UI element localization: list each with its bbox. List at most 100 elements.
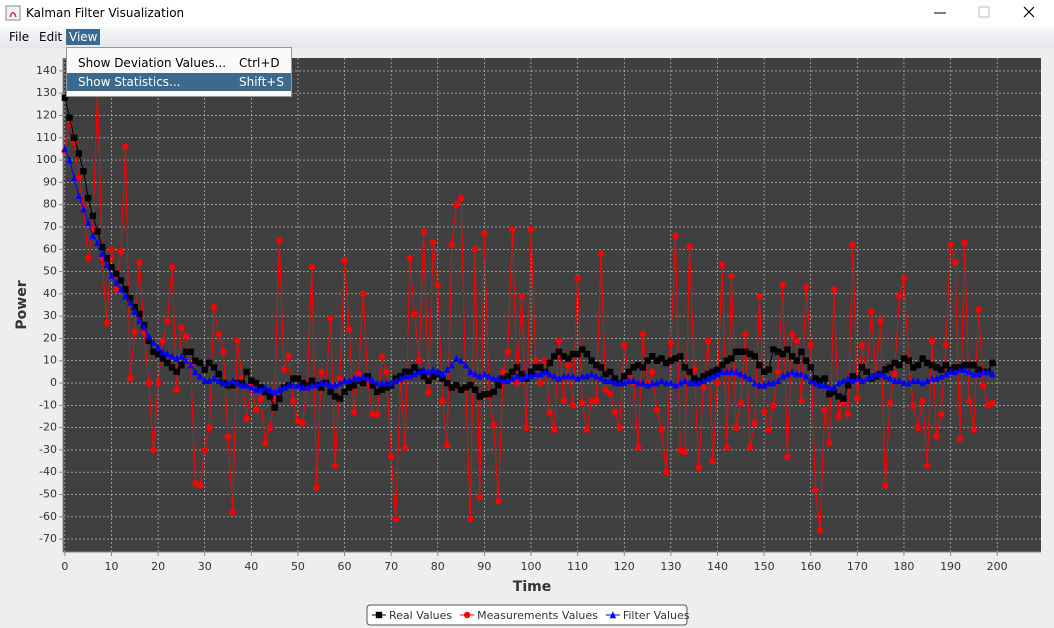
square-marker <box>182 348 190 356</box>
square-marker <box>122 286 129 293</box>
y-tick-label: -20 <box>39 421 57 434</box>
x-tick-label: 110 <box>567 560 588 573</box>
circle-marker <box>942 341 950 349</box>
plot-area <box>63 58 1041 552</box>
y-tick-label: -70 <box>39 532 57 545</box>
triangle-marker <box>551 372 558 380</box>
menu-option[interactable]: Show Deviation Values... Ctrl+D <box>67 54 291 72</box>
square-marker <box>248 377 255 384</box>
triangle-marker <box>471 370 479 378</box>
triangle-marker <box>70 174 78 182</box>
square-marker <box>593 361 600 369</box>
triangle-marker <box>891 377 898 384</box>
circle-marker <box>201 446 208 454</box>
triangle-marker <box>318 379 325 387</box>
triangle-marker <box>877 370 884 378</box>
square-marker <box>94 228 101 235</box>
circle-marker <box>756 292 763 300</box>
triangle-marker <box>872 370 880 378</box>
menu-item[interactable]: View <box>66 29 101 45</box>
triangle-marker <box>112 279 120 286</box>
square-marker <box>131 304 138 311</box>
square-marker <box>746 350 754 358</box>
triangle-marker <box>802 372 810 380</box>
triangle-marker <box>392 377 400 384</box>
triangle-marker <box>690 379 698 387</box>
triangle-marker <box>509 374 516 382</box>
square-marker <box>812 375 819 382</box>
circle-marker <box>443 442 451 449</box>
triangle-marker <box>765 379 772 387</box>
square-marker <box>560 353 567 360</box>
circle-marker <box>378 353 386 360</box>
triangle-marker <box>672 381 679 389</box>
menu-option[interactable]: Show Statistics... Shift+S <box>67 73 291 91</box>
circle-marker <box>285 353 292 360</box>
y-tick-label: -30 <box>39 443 57 456</box>
triangle-marker <box>518 374 525 382</box>
square-marker <box>961 361 968 369</box>
circle-marker <box>401 444 409 451</box>
circle-marker <box>868 308 875 315</box>
triangle-marker <box>122 292 129 300</box>
square-marker <box>802 357 810 364</box>
y-tick-label: 60 <box>43 242 57 255</box>
circle-marker <box>369 411 376 418</box>
square-marker <box>653 357 661 364</box>
triangle-marker <box>924 377 931 384</box>
triangle-marker <box>322 379 330 387</box>
triangle-marker <box>956 365 964 373</box>
y-tick-label: 140 <box>36 64 57 77</box>
square-marker <box>700 373 707 380</box>
circle-marker <box>108 246 115 253</box>
circle-marker <box>257 395 264 402</box>
circle-marker <box>854 395 861 402</box>
square-marker <box>136 310 143 318</box>
circle-marker <box>970 426 978 434</box>
square-marker <box>798 348 805 356</box>
triangle-marker <box>663 379 670 387</box>
square-marker <box>597 364 605 371</box>
triangle-marker <box>541 368 549 376</box>
circle-marker <box>718 261 726 269</box>
square-marker <box>779 350 786 358</box>
triangle-marker <box>387 379 395 387</box>
triangle-marker <box>336 379 344 387</box>
circle-marker <box>686 243 693 251</box>
square-marker <box>816 377 824 384</box>
triangle-marker <box>457 357 465 364</box>
square-marker <box>266 393 274 400</box>
triangle-marker <box>770 379 777 387</box>
circle-marker <box>290 397 297 405</box>
triangle-marker <box>485 372 493 380</box>
circle-marker <box>732 424 740 431</box>
square-marker <box>75 150 83 157</box>
y-tick-label: -40 <box>39 465 57 478</box>
x-tick-label: 10 <box>104 560 118 573</box>
circle-marker <box>914 424 922 431</box>
circle-marker <box>243 415 250 422</box>
circle-marker <box>210 304 218 311</box>
circle-marker <box>919 397 926 405</box>
square-marker <box>192 357 199 364</box>
triangle-marker <box>355 374 362 382</box>
triangle-marker <box>826 383 833 391</box>
menu-item[interactable]: Edit <box>39 30 63 44</box>
window-controls[interactable] <box>920 0 1050 26</box>
triangle-marker <box>639 379 647 387</box>
circle-marker <box>611 408 619 416</box>
triangle-marker <box>499 377 507 384</box>
y-tick-label: -50 <box>39 487 57 500</box>
circle-marker <box>728 272 735 280</box>
triangle-marker <box>257 386 264 393</box>
circle-marker <box>467 515 474 523</box>
square-marker <box>420 373 428 380</box>
circle-marker <box>532 357 539 364</box>
circle-marker <box>896 292 903 300</box>
triangle-marker <box>332 381 339 389</box>
menu-item[interactable]: File <box>9 30 30 44</box>
triangle-marker <box>476 372 483 380</box>
square-marker <box>70 134 78 142</box>
circle-marker <box>621 341 628 349</box>
